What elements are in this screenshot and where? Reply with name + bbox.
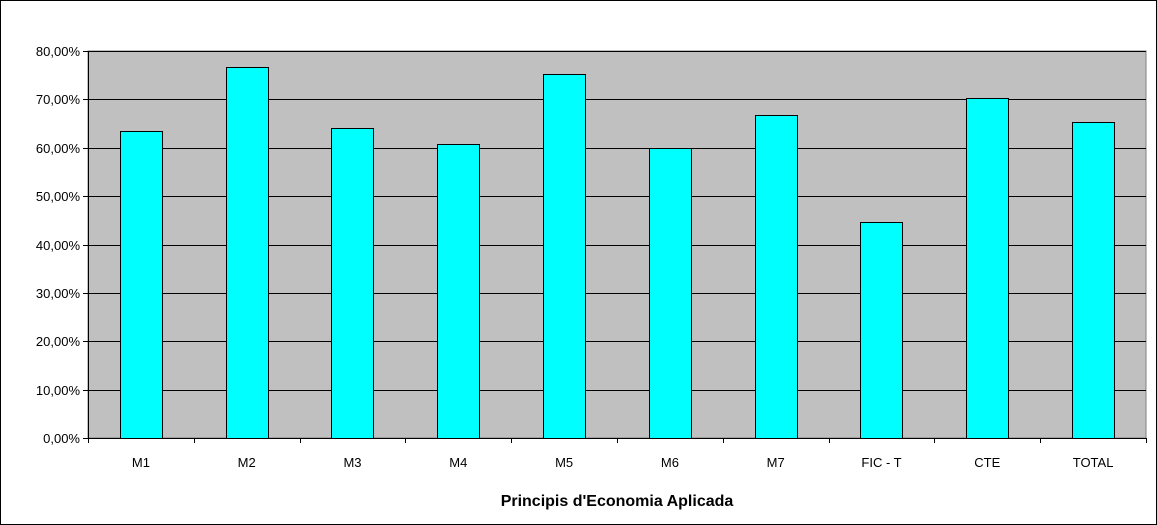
y-tick-label: 50,00% [36, 189, 81, 204]
y-tick-label: 40,00% [36, 238, 81, 253]
x-axis-ticks: M1 M2 M3 M4 M5 M6 M7 FIC - T CTE TOTAL [88, 438, 1147, 470]
bar-m7 [755, 115, 798, 439]
x-tick-label: M2 [238, 455, 256, 470]
x-tick-label: M3 [343, 455, 361, 470]
bar-fic-t [860, 222, 903, 439]
x-tick-label: M4 [449, 455, 467, 470]
x-tick-label: CTE [974, 455, 1000, 470]
y-tick-label: 80,00% [36, 44, 81, 59]
x-tick-label: M7 [767, 455, 785, 470]
bar-m1 [120, 131, 163, 439]
bars [120, 67, 1115, 439]
y-tick-label: 60,00% [36, 141, 81, 156]
x-tick-label: M1 [132, 455, 150, 470]
y-tick-label: 20,00% [36, 334, 81, 349]
y-axis-ticks: 0,00% 10,00% 20,00% 30,00% 40,00% 50,00% 60,00… [36, 44, 88, 446]
bar-total [1072, 122, 1115, 439]
x-tick-label: FIC - T [861, 455, 901, 470]
x-tick-label: M5 [555, 455, 573, 470]
bar-m5 [543, 74, 586, 439]
x-tick-label: M6 [661, 455, 679, 470]
bar-m4 [437, 144, 480, 439]
x-tick-label: TOTAL [1073, 455, 1114, 470]
bar-m2 [226, 67, 269, 439]
y-tick-label: 30,00% [36, 286, 81, 301]
bar-cte [966, 98, 1009, 439]
y-tick-label: 0,00% [43, 431, 80, 446]
y-tick-label: 10,00% [36, 383, 81, 398]
bar-m6 [649, 148, 692, 439]
x-axis-title: Principis d'Economia Aplicada [501, 493, 734, 510]
y-tick-label: 70,00% [36, 92, 81, 107]
bar-m3 [331, 128, 374, 439]
